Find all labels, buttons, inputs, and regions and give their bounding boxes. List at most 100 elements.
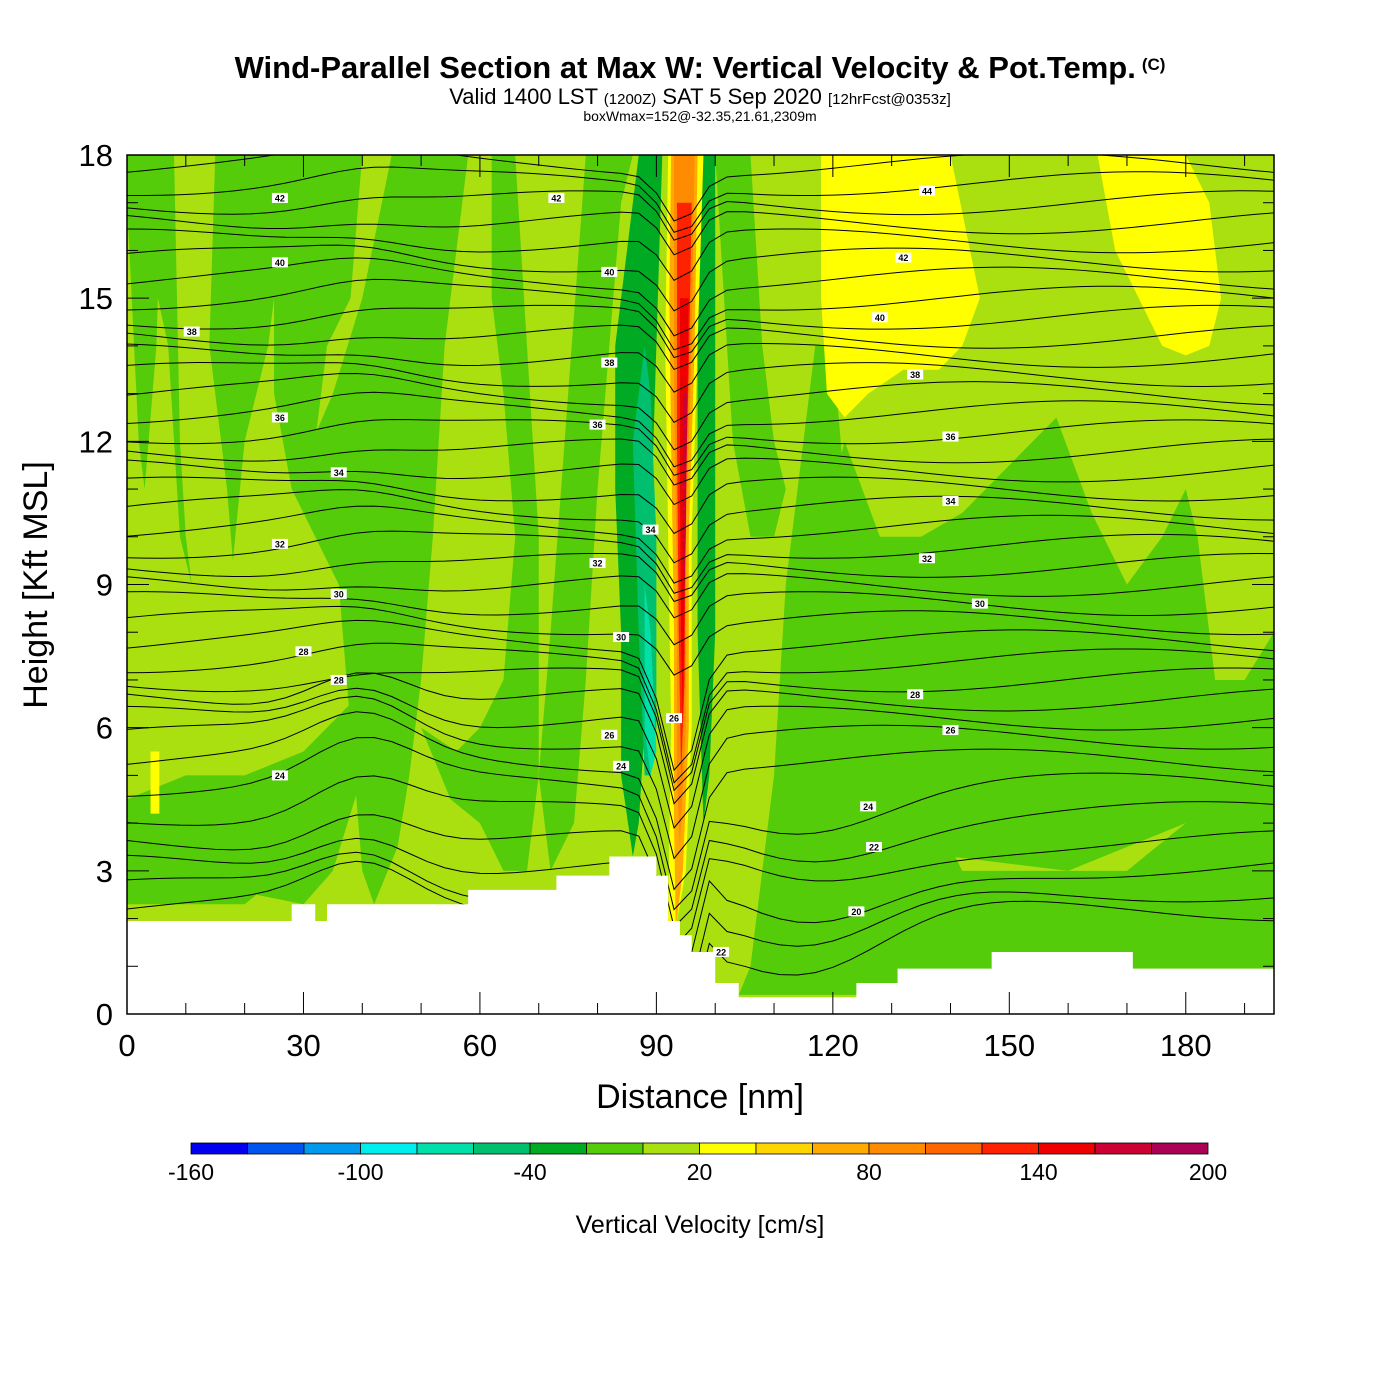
zulu-time: (1200Z) xyxy=(603,91,657,108)
theta-contour-line xyxy=(127,211,1274,256)
theta-contour-label-text: 28 xyxy=(334,675,344,685)
theta-contour-line xyxy=(127,687,1274,830)
theta-contour-label: 42 xyxy=(895,252,912,263)
theta-contour-label-text: 20 xyxy=(851,907,861,917)
theta-contour-label-text: 30 xyxy=(616,632,626,642)
theta-contour-line xyxy=(127,391,1274,468)
theta-contour-label-text: 30 xyxy=(334,590,344,600)
theta-contour-label: 36 xyxy=(271,412,288,423)
theta-contour-label-text: 24 xyxy=(863,802,873,812)
theta-contour-label: 26 xyxy=(601,729,618,740)
colorbar-swatch xyxy=(812,1142,870,1155)
colorbar: -160 -100 -40 20 80 140 200 xyxy=(168,1142,1227,1185)
theta-contour-label-text: 30 xyxy=(975,599,985,609)
x-axis-label: Distance [nm] xyxy=(596,1078,804,1116)
theta-contour-label: 24 xyxy=(271,770,288,781)
theta-contour-label-text: 28 xyxy=(298,647,308,657)
copyright-mark: (C) xyxy=(1141,55,1166,74)
theta-contour-label-text: 36 xyxy=(593,420,603,430)
sink-band xyxy=(715,155,786,537)
theta-contour-line xyxy=(127,155,1274,222)
theta-contour-label: 30 xyxy=(330,589,347,600)
colorbar-swatch xyxy=(303,1142,361,1155)
theta-contour-line xyxy=(127,530,1274,594)
sink-band xyxy=(127,155,192,585)
theta-contour-label: 28 xyxy=(907,689,924,700)
theta-contour-line xyxy=(127,228,1274,282)
y-tick-label: 18 xyxy=(79,138,113,173)
theta-contour-label-text: 44 xyxy=(922,186,932,196)
theta-contour-label: 38 xyxy=(183,326,200,337)
sink-band xyxy=(127,703,386,905)
theta-contour-label: 36 xyxy=(589,419,606,430)
x-tick-label: 120 xyxy=(807,1028,859,1063)
colorbar-swatch xyxy=(642,1142,700,1155)
theta-contour-label: 24 xyxy=(613,760,630,771)
x-tick-label: 30 xyxy=(286,1028,320,1063)
forecast-info: [12hrFcst@0353z] xyxy=(827,91,951,108)
colorbar-swatch xyxy=(247,1142,305,1155)
theta-contour-line xyxy=(127,711,1274,891)
theta-contour-label: 20 xyxy=(848,906,865,917)
theta-contour-label-text: 40 xyxy=(604,267,614,277)
colorbar-swatch xyxy=(868,1142,926,1155)
theta-contour-label-text: 32 xyxy=(922,554,932,564)
colorbar-swatch xyxy=(586,1142,644,1155)
theta-contour-line xyxy=(127,814,1274,949)
colorbar-swatch xyxy=(981,1142,1039,1155)
theta-contour-label-text: 38 xyxy=(910,370,920,380)
sink-band xyxy=(274,155,363,490)
title-text: Wind-Parallel Section at Max W: Vertical… xyxy=(234,50,1136,85)
colorbar-tick-label: 200 xyxy=(1189,1159,1227,1185)
colorbar-swatch xyxy=(925,1142,983,1155)
theta-contour-line xyxy=(127,851,1274,1009)
theta-contour-label-text: 42 xyxy=(551,193,561,203)
theta-contour-label: 40 xyxy=(271,257,288,268)
theta-contour-label: 40 xyxy=(871,312,888,323)
y-tick-label: 15 xyxy=(79,281,113,316)
strong-sink-core xyxy=(644,584,657,776)
theta-contour-label: 32 xyxy=(589,558,606,569)
theta-contour-line xyxy=(127,642,1274,784)
theta-contour-line xyxy=(127,736,1274,911)
theta-contour-line xyxy=(127,244,1274,312)
colorbar-swatch xyxy=(1094,1142,1152,1155)
terrain-mask xyxy=(127,856,1274,1014)
y-tick-label: 3 xyxy=(96,854,113,889)
theta-contour-label-text: 26 xyxy=(604,730,614,740)
theta-contour-label-text: 26 xyxy=(669,714,679,724)
y-tick-label: 9 xyxy=(96,568,113,603)
x-tick-label: 180 xyxy=(1160,1028,1212,1063)
theta-contour-line xyxy=(127,672,1274,805)
theta-contour-line xyxy=(127,695,1274,860)
theta-contour-line xyxy=(127,837,1274,975)
colorbar-swatch xyxy=(1151,1142,1209,1155)
terrain-fill xyxy=(127,856,1274,1014)
weak-updraft xyxy=(150,751,160,814)
theta-contour-label: 24 xyxy=(860,801,877,812)
theta-contour-label: 32 xyxy=(918,553,935,564)
colorbar-tick-label: -100 xyxy=(337,1159,383,1185)
theta-contour-line xyxy=(127,619,1274,772)
weak-updraft xyxy=(821,155,980,418)
theta-contour-line xyxy=(127,343,1274,393)
colorbar-swatch xyxy=(360,1142,418,1155)
theta-contour-label: 38 xyxy=(907,369,924,380)
x-tick-label: 60 xyxy=(463,1028,497,1063)
theta-contour-label-text: 22 xyxy=(869,842,879,852)
colorbar-tick-label: -160 xyxy=(168,1159,214,1185)
theta-contour-line xyxy=(127,362,1274,423)
theta-contour-label-text: 32 xyxy=(275,539,285,549)
box-max-info: boxWmax=152@-32.35,21.61,2309m xyxy=(583,108,817,124)
theta-contour-label: 44 xyxy=(918,185,935,196)
theta-contours xyxy=(127,155,1274,1014)
theta-contour-label: 42 xyxy=(271,192,288,203)
sink-band xyxy=(738,345,1274,995)
x-axis-ticks: 0 30 60 90 120 150 180 xyxy=(118,155,1246,1063)
theta-contour-line xyxy=(127,166,1274,233)
colorbar-swatch xyxy=(755,1142,813,1155)
theta-contour-label-text: 32 xyxy=(593,559,603,569)
theta-contour-label: 22 xyxy=(866,841,883,852)
theta-contour-line xyxy=(127,775,1274,929)
theta-contour-line xyxy=(127,552,1274,603)
